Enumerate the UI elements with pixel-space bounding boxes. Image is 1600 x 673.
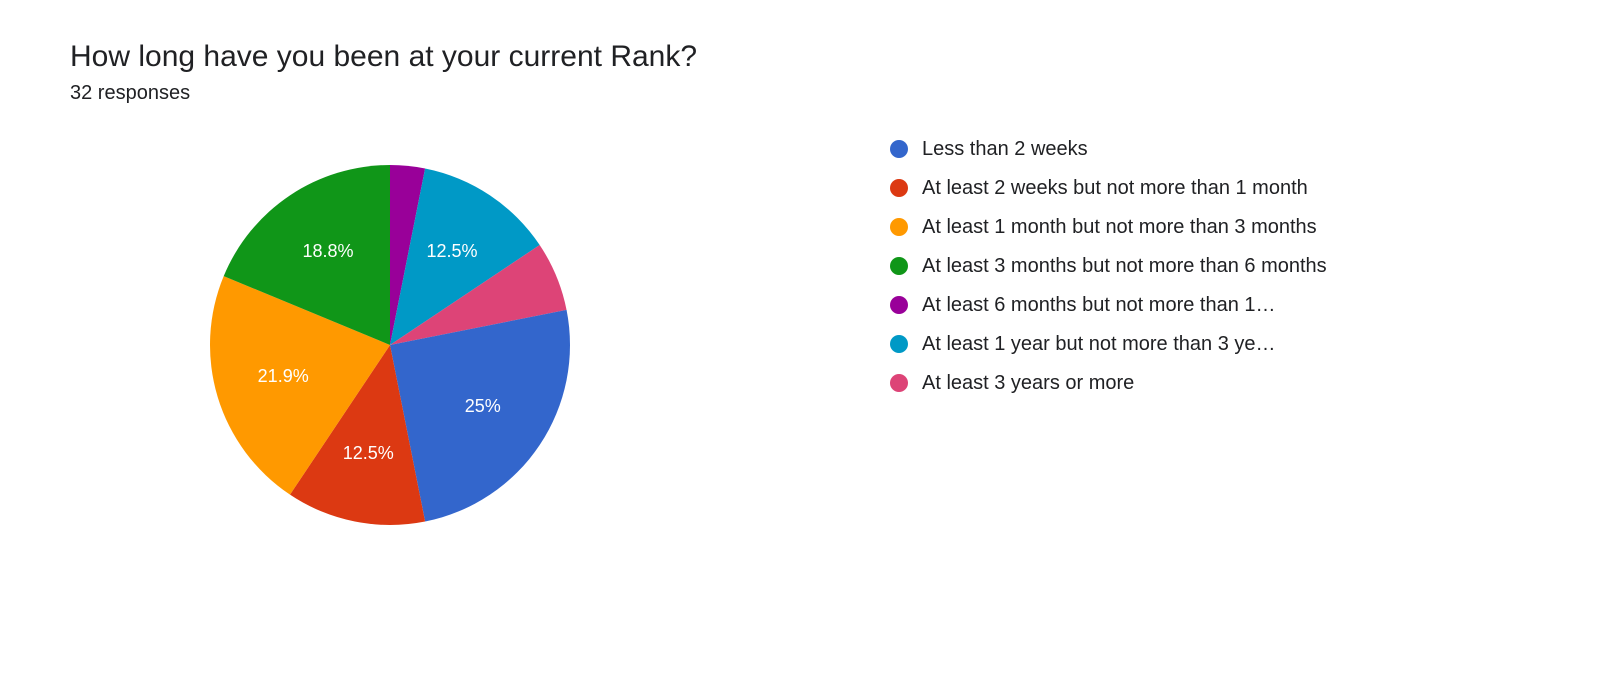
chart-title: How long have you been at your current R… — [70, 40, 1530, 74]
legend-item[interactable]: Less than 2 weeks — [890, 135, 1327, 164]
legend: Less than 2 weeks At least 2 weeks but no… — [890, 135, 1327, 408]
slice-label: 18.8% — [302, 241, 353, 261]
legend-label: At least 2 weeks but not more than 1 mon… — [922, 174, 1308, 203]
legend-swatch — [890, 140, 908, 158]
legend-label: Less than 2 weeks — [922, 135, 1088, 164]
slice-label: 25% — [465, 396, 501, 416]
legend-label: At least 1 year but not more than 3 ye… — [922, 330, 1276, 359]
legend-label: At least 3 months but not more than 6 mo… — [922, 252, 1327, 281]
legend-label: At least 6 months but not more than 1… — [922, 291, 1276, 320]
chart-container: How long have you been at your current R… — [0, 0, 1600, 673]
slice-label: 12.5% — [426, 241, 477, 261]
legend-swatch — [890, 218, 908, 236]
legend-swatch — [890, 179, 908, 197]
legend-item[interactable]: At least 6 months but not more than 1… — [890, 291, 1327, 320]
legend-item[interactable]: At least 1 year but not more than 3 ye… — [890, 330, 1327, 359]
legend-item[interactable]: At least 3 years or more — [890, 369, 1327, 398]
legend-item[interactable]: At least 1 month but not more than 3 mon… — [890, 213, 1327, 242]
legend-swatch — [890, 257, 908, 275]
response-count: 32 responses — [70, 82, 1530, 105]
chart-area: 12.5%25%12.5%21.9%18.8% Less than 2 week… — [70, 145, 1530, 545]
legend-item[interactable]: At least 2 weeks but not more than 1 mon… — [890, 174, 1327, 203]
legend-item[interactable]: At least 3 months but not more than 6 mo… — [890, 252, 1327, 281]
legend-label: At least 1 month but not more than 3 mon… — [922, 213, 1317, 242]
legend-swatch — [890, 335, 908, 353]
slice-label: 21.9% — [258, 366, 309, 386]
legend-label: At least 3 years or more — [922, 369, 1134, 398]
pie-wrap: 12.5% 25% 12.5% 21.9% 18.8% — [70, 145, 630, 545]
pie-chart: 12.5% 25% 12.5% 21.9% 18.8% — [190, 145, 590, 545]
legend-swatch — [890, 296, 908, 314]
slice-label: 12.5% — [343, 443, 394, 463]
legend-swatch — [890, 374, 908, 392]
